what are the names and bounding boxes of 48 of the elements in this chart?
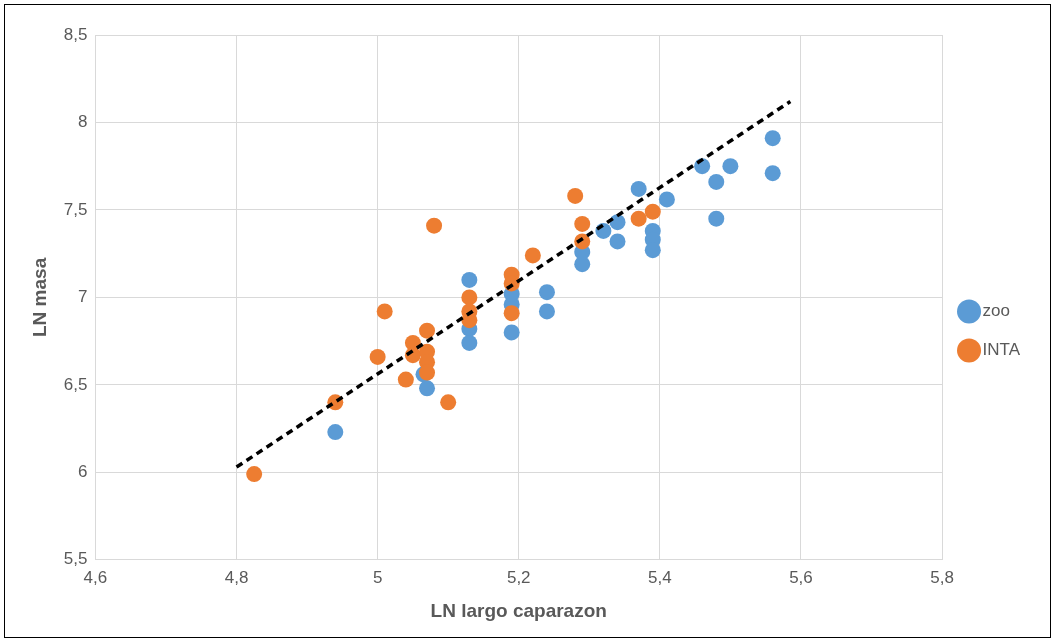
y-axis-title: LN masa [28,257,50,337]
point [503,324,520,341]
point [503,305,520,322]
y-tick-label: 5,5 [63,549,88,569]
point [764,130,781,147]
point [630,210,647,227]
x-tick-label: 5 [372,567,383,587]
point [440,394,457,411]
point [574,215,591,232]
x-tick-label: 4,6 [83,567,108,587]
x-tick-label: 5,2 [506,567,531,587]
legend-label: INTA [982,340,1021,360]
point [538,284,555,301]
point [524,247,541,264]
point [722,158,739,175]
x-tick-label: 5,8 [930,567,954,587]
point [461,334,478,351]
point [327,424,344,441]
x-axis-title: LN largo caparazon [430,599,607,621]
x-tick-label: 4,8 [224,567,249,587]
y-tick-label: 8 [77,112,88,132]
point [369,348,386,365]
point [246,466,263,483]
point [658,191,675,208]
point [461,289,478,306]
point [708,173,725,190]
point [419,380,436,397]
y-tick-label: 7 [77,287,88,307]
y-tick-label: 7,5 [63,199,88,219]
point [764,165,781,182]
x-tick-label: 5,6 [789,567,813,587]
point [426,217,443,234]
y-tick-label: 6,5 [63,374,88,394]
point [461,271,478,288]
point [644,242,661,259]
point [419,322,436,339]
point [609,233,626,250]
point [397,371,414,388]
legend-label: zoo [982,301,1010,321]
point [567,187,584,204]
point [644,203,661,220]
point [630,180,647,197]
x-tick-label: 5,4 [648,567,672,587]
point [376,303,393,320]
point [708,210,725,227]
y-tick-label: 6 [77,462,88,482]
point [538,303,555,320]
y-tick-label: 8,5 [63,24,88,44]
